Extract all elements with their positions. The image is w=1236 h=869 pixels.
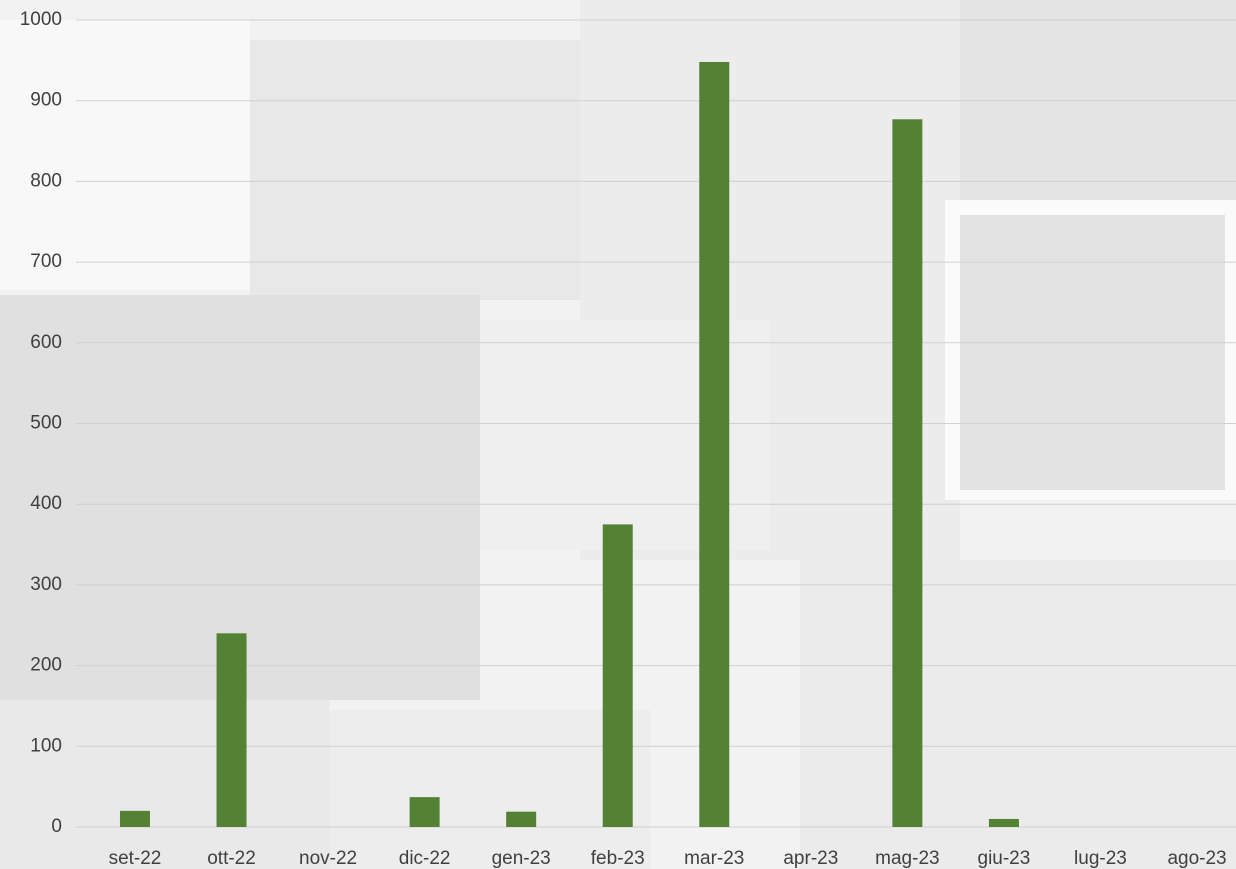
- x-tick-label: lug-23: [1074, 848, 1127, 869]
- photo: [250, 40, 580, 300]
- bar: [409, 797, 440, 827]
- photo: [960, 215, 1225, 490]
- x-tick-label: ott-22: [207, 848, 256, 869]
- bar: [699, 61, 730, 828]
- x-tick-label: feb-23: [591, 848, 645, 869]
- photo: [330, 710, 650, 869]
- bar: [602, 524, 633, 827]
- y-tick-label: 500: [30, 413, 62, 434]
- x-tick-label: mag-23: [875, 848, 939, 869]
- y-tick-label: 1000: [20, 9, 62, 30]
- y-tick-label: 100: [30, 735, 62, 756]
- bar: [119, 810, 150, 827]
- x-tick-label: mar-23: [684, 848, 744, 869]
- x-tick-label: apr-23: [783, 848, 838, 869]
- y-tick-label: 300: [30, 574, 62, 595]
- bar: [216, 633, 247, 827]
- x-tick-label: giu-23: [978, 848, 1031, 869]
- photo: [0, 700, 330, 869]
- x-tick-label: dic-22: [399, 848, 451, 869]
- y-tick-label: 700: [30, 251, 62, 272]
- y-tick-label: 0: [51, 816, 62, 837]
- y-tick-label: 200: [30, 655, 62, 676]
- bar: [506, 811, 537, 827]
- photo: [0, 20, 250, 290]
- y-tick-label: 600: [30, 332, 62, 353]
- x-tick-label: set-22: [109, 848, 162, 869]
- y-tick-label: 400: [30, 493, 62, 514]
- x-tick-label: gen-23: [492, 848, 551, 869]
- x-tick-label: nov-22: [299, 848, 357, 869]
- y-tick-label: 900: [30, 90, 62, 111]
- x-tick-label: ago-23: [1167, 848, 1226, 869]
- photo: [800, 560, 1236, 869]
- bar: [988, 818, 1019, 827]
- photo: [0, 295, 480, 700]
- y-tick-label: 800: [30, 170, 62, 191]
- photo: [960, 0, 1236, 200]
- bar: [892, 119, 923, 828]
